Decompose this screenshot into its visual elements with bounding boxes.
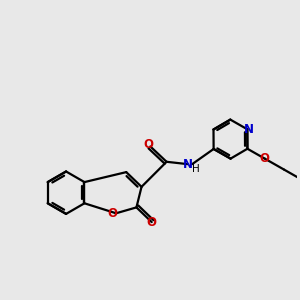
Text: N: N bbox=[244, 123, 254, 136]
Text: O: O bbox=[143, 138, 153, 151]
Text: H: H bbox=[192, 164, 200, 174]
Text: O: O bbox=[260, 152, 270, 165]
Text: O: O bbox=[107, 207, 118, 220]
Text: O: O bbox=[147, 216, 157, 229]
Text: N: N bbox=[183, 158, 193, 171]
